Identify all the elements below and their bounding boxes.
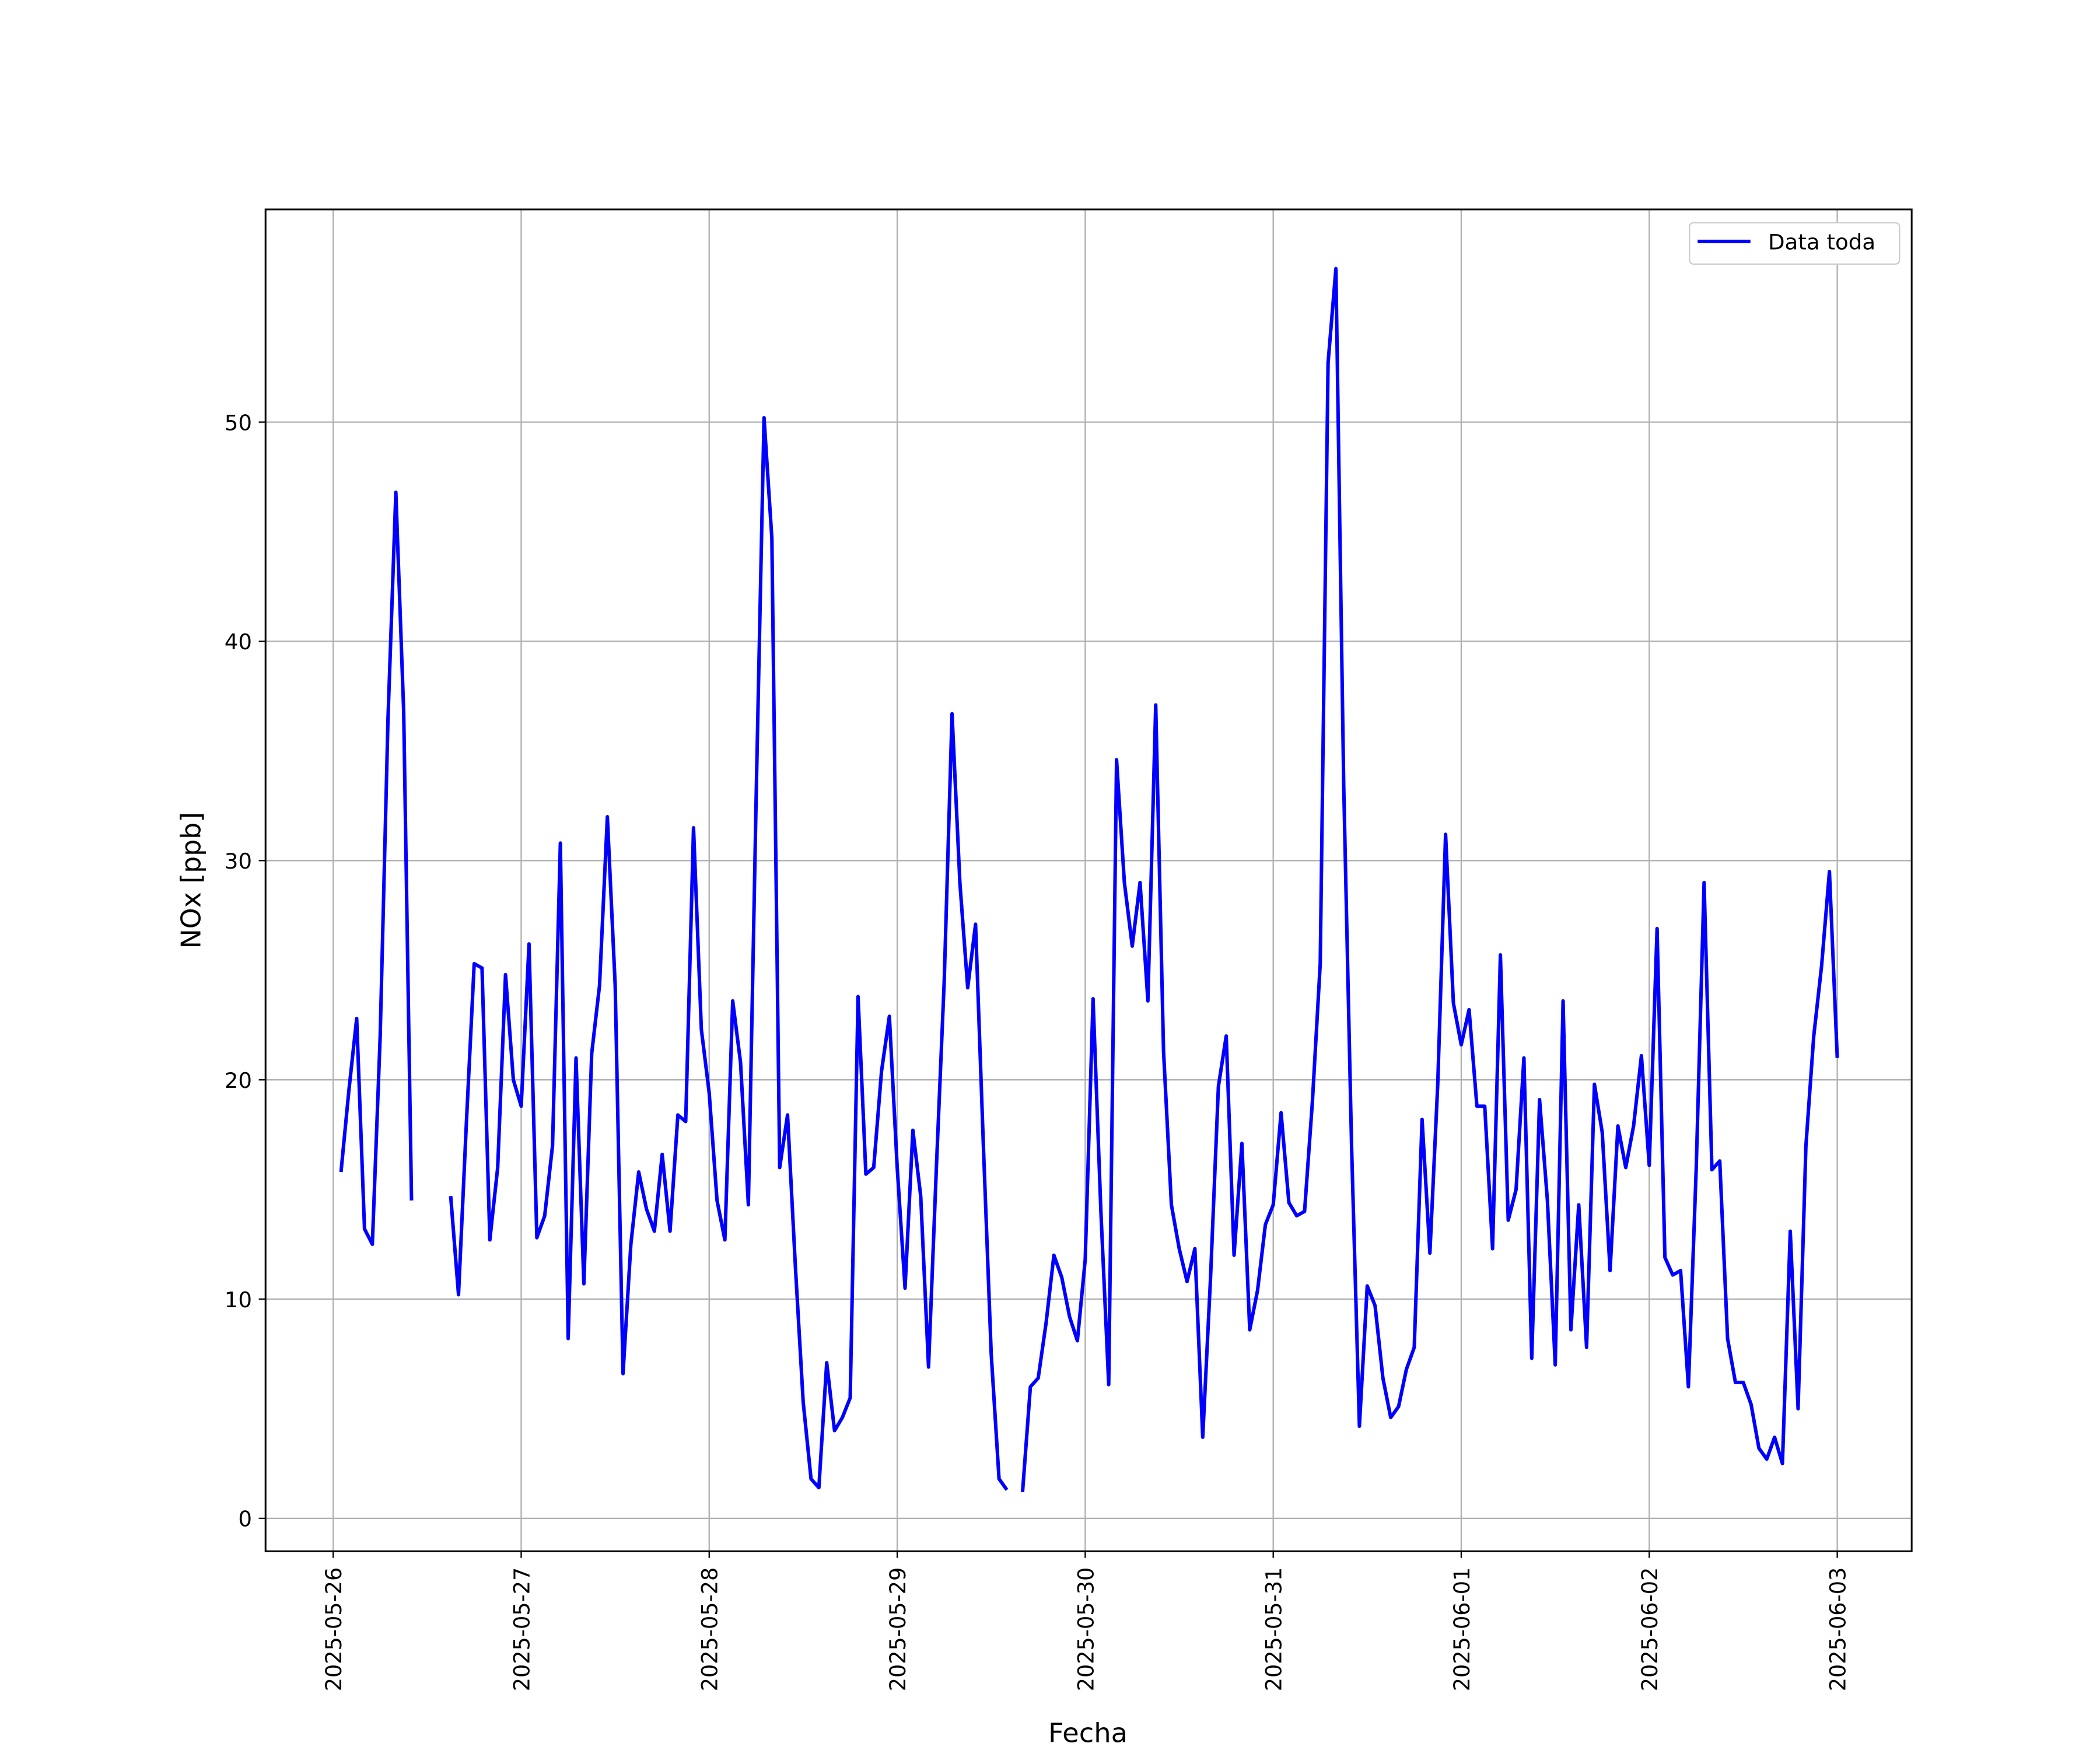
x-axis-label: Fecha xyxy=(1048,1717,1128,1749)
x-tick-label: 2025-05-28 xyxy=(697,1567,722,1692)
legend-box xyxy=(1689,222,1901,265)
plot-area xyxy=(339,267,1839,1493)
axes-frame xyxy=(264,208,1913,1552)
y-tick-label: 10 xyxy=(225,1287,252,1312)
y-axis-label: NOx [ppb] xyxy=(175,812,206,949)
ticks: 0 10 20 30 40 50 2025-05-26 2025-05-27 2025-05-2… xyxy=(225,411,1851,1692)
x-tick-label: 2025-06-03 xyxy=(1825,1567,1850,1692)
grid xyxy=(265,209,1912,1552)
legend-label: Data toda xyxy=(1768,230,1875,255)
x-tick-label: 2025-05-27 xyxy=(509,1567,534,1692)
y-tick-label: 0 xyxy=(238,1507,252,1532)
x-tick-label: 2025-05-29 xyxy=(886,1567,911,1692)
y-tick-label: 30 xyxy=(225,849,252,874)
x-tick-label: 2025-06-01 xyxy=(1450,1567,1475,1692)
x-tick-label: 2025-05-30 xyxy=(1073,1567,1098,1692)
x-tick-label: 2025-05-31 xyxy=(1261,1567,1286,1692)
data-line xyxy=(339,267,1839,1493)
x-tick-label: 2025-06-02 xyxy=(1637,1567,1662,1692)
y-tick-label: 50 xyxy=(225,411,252,436)
y-tick-label: 40 xyxy=(225,629,252,654)
legend: Data toda xyxy=(1689,222,1901,265)
x-tick-label: 2025-05-26 xyxy=(321,1567,346,1692)
y-tick-label: 20 xyxy=(225,1068,252,1093)
